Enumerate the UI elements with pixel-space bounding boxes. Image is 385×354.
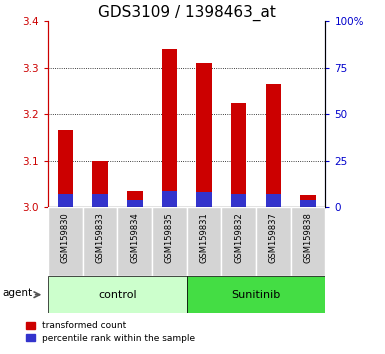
Bar xyxy=(92,194,108,207)
Text: GSM159830: GSM159830 xyxy=(61,213,70,263)
Bar xyxy=(162,191,177,207)
Text: GSM159833: GSM159833 xyxy=(95,213,105,263)
Text: agent: agent xyxy=(2,288,32,298)
Bar xyxy=(231,103,246,207)
Bar xyxy=(291,207,325,276)
Bar xyxy=(300,195,316,207)
Bar xyxy=(187,207,221,276)
Bar xyxy=(48,207,83,276)
Bar xyxy=(266,194,281,207)
Bar xyxy=(48,276,187,313)
Text: GSM159832: GSM159832 xyxy=(234,213,243,263)
Bar xyxy=(58,130,73,207)
Bar xyxy=(92,161,108,207)
Bar xyxy=(231,194,246,207)
Bar xyxy=(256,207,291,276)
Bar xyxy=(162,49,177,207)
Text: GSM159835: GSM159835 xyxy=(165,213,174,263)
Bar xyxy=(221,207,256,276)
Text: control: control xyxy=(98,290,137,300)
Text: GSM159831: GSM159831 xyxy=(199,213,209,263)
Bar xyxy=(300,200,316,207)
Title: GDS3109 / 1398463_at: GDS3109 / 1398463_at xyxy=(98,5,276,21)
Bar xyxy=(127,200,142,207)
Text: Sunitinib: Sunitinib xyxy=(231,290,281,300)
Bar xyxy=(127,191,142,207)
Text: GSM159837: GSM159837 xyxy=(269,213,278,263)
Text: GSM159834: GSM159834 xyxy=(130,213,139,263)
Bar xyxy=(58,194,73,207)
Bar xyxy=(196,192,212,207)
Bar xyxy=(83,207,117,276)
Bar xyxy=(266,84,281,207)
Text: GSM159838: GSM159838 xyxy=(303,213,313,263)
Legend: transformed count, percentile rank within the sample: transformed count, percentile rank withi… xyxy=(24,320,197,344)
Bar xyxy=(117,207,152,276)
Bar xyxy=(187,276,325,313)
Bar xyxy=(152,207,187,276)
Bar xyxy=(196,63,212,207)
